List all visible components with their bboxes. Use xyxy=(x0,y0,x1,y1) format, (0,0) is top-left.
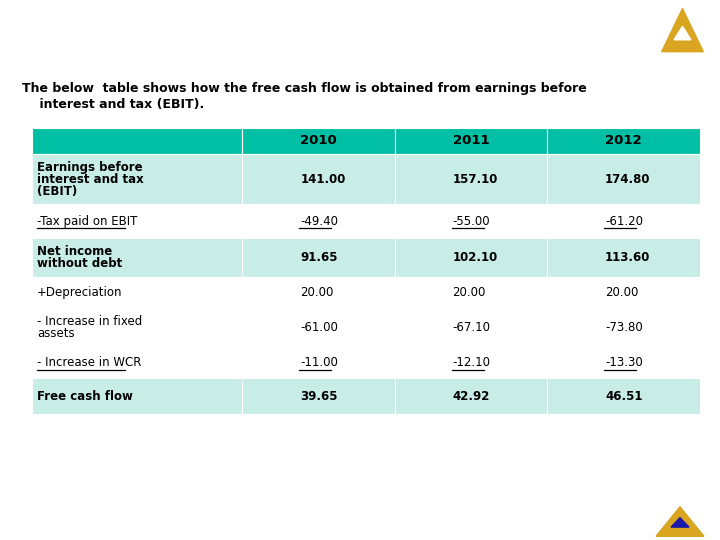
FancyBboxPatch shape xyxy=(32,128,243,154)
FancyBboxPatch shape xyxy=(547,205,700,238)
FancyBboxPatch shape xyxy=(32,238,243,277)
Text: -61.20: -61.20 xyxy=(605,215,643,228)
Text: -49.40: -49.40 xyxy=(300,215,338,228)
Text: 20.00: 20.00 xyxy=(605,286,639,299)
Text: Approaches: The Free Cash Flow: Approaches: The Free Cash Flow xyxy=(213,19,583,38)
Polygon shape xyxy=(662,9,703,52)
Text: Net income: Net income xyxy=(37,245,112,258)
Text: 42.92: 42.92 xyxy=(453,390,490,403)
FancyBboxPatch shape xyxy=(32,347,243,378)
FancyBboxPatch shape xyxy=(547,154,700,205)
FancyBboxPatch shape xyxy=(395,238,547,277)
Text: 63: 63 xyxy=(352,512,368,525)
FancyBboxPatch shape xyxy=(32,154,243,205)
FancyBboxPatch shape xyxy=(547,238,700,277)
Text: (EBIT): (EBIT) xyxy=(37,185,77,198)
Text: 113.60: 113.60 xyxy=(605,251,651,264)
Text: 39.65: 39.65 xyxy=(300,390,338,403)
Text: -13.30: -13.30 xyxy=(605,356,643,369)
Text: Earnings before: Earnings before xyxy=(37,161,143,174)
FancyBboxPatch shape xyxy=(547,308,700,347)
FancyBboxPatch shape xyxy=(395,154,547,205)
Text: 174.80: 174.80 xyxy=(605,173,651,186)
Text: 2012: 2012 xyxy=(606,134,642,147)
FancyBboxPatch shape xyxy=(243,154,395,205)
FancyBboxPatch shape xyxy=(395,277,547,308)
Text: -12.10: -12.10 xyxy=(453,356,490,369)
Text: The below  table shows how the free cash flow is obtained from earnings before: The below table shows how the free cash … xyxy=(22,82,587,95)
FancyBboxPatch shape xyxy=(243,128,395,154)
FancyBboxPatch shape xyxy=(547,347,700,378)
FancyBboxPatch shape xyxy=(243,347,395,378)
FancyBboxPatch shape xyxy=(243,378,395,414)
Text: Cash Flow Discounting: Cash Flow Discounting xyxy=(18,19,253,38)
Text: interest and tax: interest and tax xyxy=(37,173,144,186)
Text: 20.00: 20.00 xyxy=(453,286,486,299)
Text: 91.65: 91.65 xyxy=(300,251,338,264)
FancyBboxPatch shape xyxy=(243,238,395,277)
FancyBboxPatch shape xyxy=(395,378,547,414)
Text: 102.10: 102.10 xyxy=(453,251,498,264)
Text: - Increase in WCR: - Increase in WCR xyxy=(37,356,141,369)
Polygon shape xyxy=(674,26,691,40)
FancyBboxPatch shape xyxy=(395,128,547,154)
Text: without debt: without debt xyxy=(37,257,122,270)
FancyBboxPatch shape xyxy=(32,378,243,414)
Text: +Depreciation: +Depreciation xyxy=(37,286,122,299)
FancyBboxPatch shape xyxy=(32,308,243,347)
FancyBboxPatch shape xyxy=(395,205,547,238)
Text: 157.10: 157.10 xyxy=(453,173,498,186)
Text: -61.00: -61.00 xyxy=(300,321,338,334)
FancyBboxPatch shape xyxy=(547,277,700,308)
Polygon shape xyxy=(671,518,689,527)
Text: -55.00: -55.00 xyxy=(453,215,490,228)
FancyBboxPatch shape xyxy=(547,378,700,414)
Text: Free cash flow: Free cash flow xyxy=(37,390,133,403)
FancyBboxPatch shape xyxy=(547,128,700,154)
Text: -Tax paid on EBIT: -Tax paid on EBIT xyxy=(37,215,138,228)
Text: assets: assets xyxy=(37,327,75,340)
Text: interest and tax (EBIT).: interest and tax (EBIT). xyxy=(22,98,204,111)
FancyBboxPatch shape xyxy=(395,308,547,347)
FancyBboxPatch shape xyxy=(395,347,547,378)
Text: 20.00: 20.00 xyxy=(300,286,333,299)
Polygon shape xyxy=(656,507,704,536)
Text: -11.00: -11.00 xyxy=(300,356,338,369)
Text: 46.51: 46.51 xyxy=(605,390,643,403)
FancyBboxPatch shape xyxy=(243,308,395,347)
FancyBboxPatch shape xyxy=(32,205,243,238)
Text: - Increase in fixed: - Increase in fixed xyxy=(37,315,143,328)
FancyBboxPatch shape xyxy=(243,277,395,308)
Text: 141.00: 141.00 xyxy=(300,173,346,186)
Text: 2010: 2010 xyxy=(300,134,337,147)
Text: -73.80: -73.80 xyxy=(605,321,643,334)
FancyBboxPatch shape xyxy=(243,205,395,238)
Text: 2011: 2011 xyxy=(453,134,489,147)
Text: -67.10: -67.10 xyxy=(453,321,490,334)
FancyBboxPatch shape xyxy=(32,277,243,308)
